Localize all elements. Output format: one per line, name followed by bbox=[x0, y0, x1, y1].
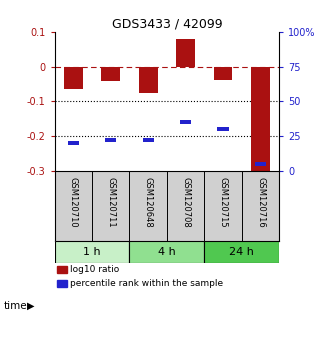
Bar bbox=[139, 67, 158, 93]
Bar bbox=[204, 241, 279, 263]
Bar bbox=[68, 141, 79, 145]
Bar bbox=[176, 39, 195, 67]
Text: 1 h: 1 h bbox=[83, 247, 101, 257]
Title: GDS3433 / 42099: GDS3433 / 42099 bbox=[112, 18, 222, 31]
Text: log10 ratio: log10 ratio bbox=[70, 265, 119, 274]
Bar bbox=[255, 162, 266, 166]
Text: GSM120716: GSM120716 bbox=[256, 177, 265, 227]
Bar bbox=[105, 138, 116, 142]
Text: 24 h: 24 h bbox=[230, 247, 254, 257]
Text: ▶: ▶ bbox=[27, 301, 35, 311]
Text: GSM120711: GSM120711 bbox=[106, 177, 115, 227]
Bar bbox=[143, 138, 154, 142]
Bar bbox=[64, 67, 83, 89]
Text: GSM120708: GSM120708 bbox=[181, 177, 190, 227]
Bar bbox=[57, 266, 67, 273]
Text: GSM120648: GSM120648 bbox=[144, 177, 153, 227]
Text: GSM120710: GSM120710 bbox=[69, 177, 78, 227]
Text: 4 h: 4 h bbox=[158, 247, 176, 257]
Bar bbox=[129, 241, 204, 263]
Text: percentile rank within the sample: percentile rank within the sample bbox=[70, 279, 223, 288]
Text: GSM120715: GSM120715 bbox=[219, 177, 228, 227]
Text: time: time bbox=[3, 301, 27, 311]
Bar bbox=[57, 280, 67, 287]
Bar bbox=[101, 67, 120, 81]
Bar bbox=[180, 120, 191, 124]
Bar bbox=[55, 241, 129, 263]
Bar bbox=[214, 67, 232, 80]
Bar bbox=[251, 67, 270, 173]
Bar bbox=[217, 127, 229, 131]
